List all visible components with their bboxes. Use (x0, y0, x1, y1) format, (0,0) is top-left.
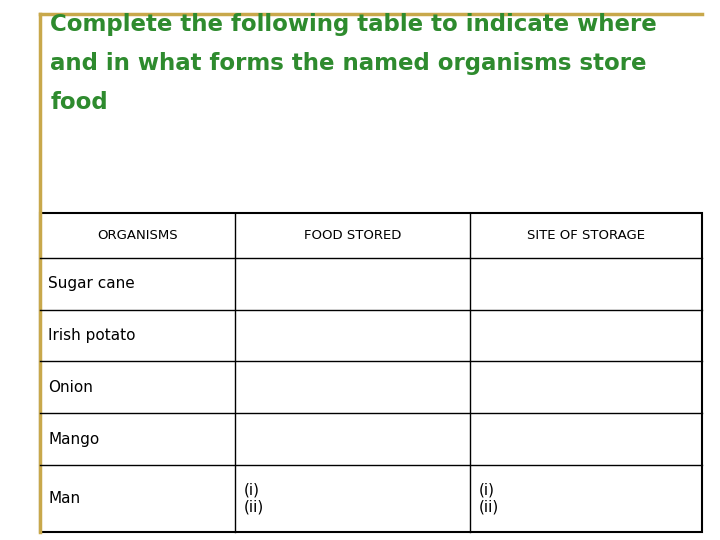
Text: ORGANISMS: ORGANISMS (97, 229, 178, 242)
Text: SITE OF STORAGE: SITE OF STORAGE (527, 229, 645, 242)
Text: Complete the following table to indicate where: Complete the following table to indicate… (50, 14, 657, 37)
Text: food: food (50, 91, 108, 114)
Text: Irish potato: Irish potato (48, 328, 136, 343)
Text: (i): (i) (479, 482, 495, 497)
Text: Sugar cane: Sugar cane (48, 276, 135, 291)
Text: Mango: Mango (48, 432, 99, 447)
Text: (i): (i) (243, 482, 260, 497)
Text: (ii): (ii) (479, 500, 499, 515)
Text: (ii): (ii) (243, 500, 264, 515)
Text: FOOD STORED: FOOD STORED (304, 229, 401, 242)
Text: Man: Man (48, 491, 81, 506)
Text: and in what forms the named organisms store: and in what forms the named organisms st… (50, 52, 647, 76)
Bar (40, 213, 702, 532)
Text: Onion: Onion (48, 380, 93, 395)
